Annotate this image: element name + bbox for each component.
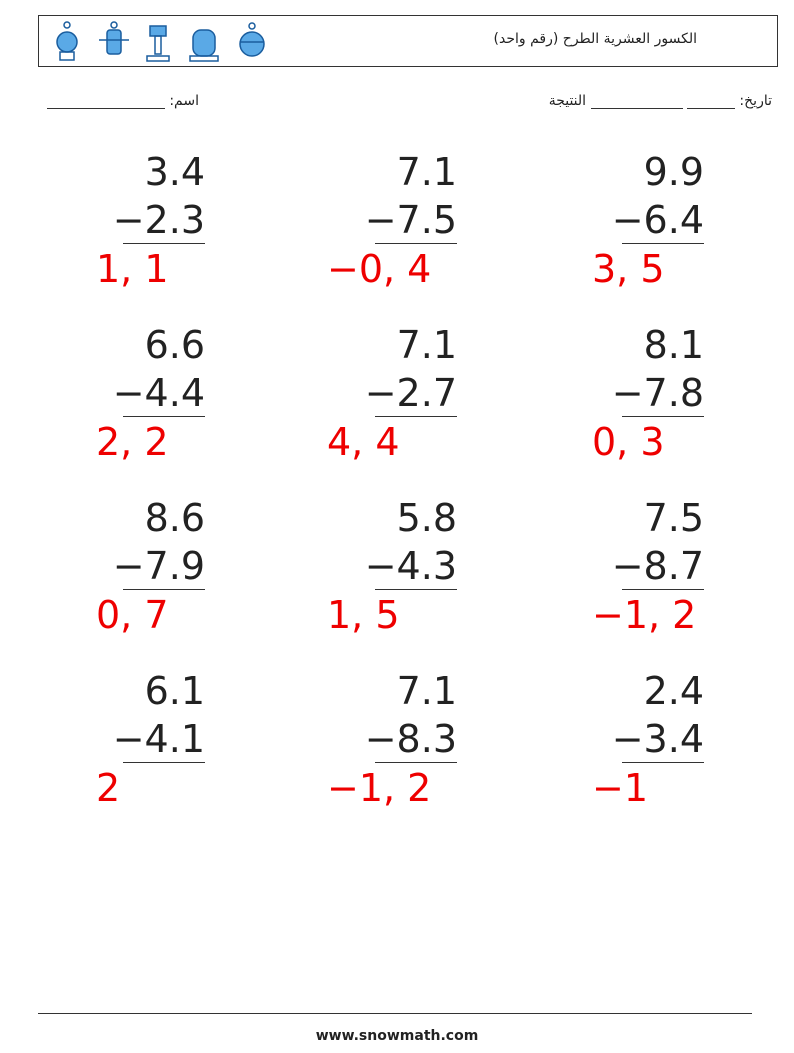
blank bbox=[590, 94, 683, 109]
footer-url: www.snowmath.com bbox=[315, 1028, 479, 1044]
subtrahend: −7.8 bbox=[611, 371, 704, 415]
subtrahend: −4.4 bbox=[112, 371, 205, 415]
subtrahend: −8.7 bbox=[611, 544, 704, 588]
answer-line bbox=[622, 243, 704, 244]
answer-line bbox=[123, 589, 205, 590]
answer-line bbox=[123, 416, 205, 417]
subtrahend: −4.3 bbox=[364, 544, 457, 588]
minuend: 6.1 bbox=[144, 669, 205, 713]
subtrahend: −6.4 bbox=[611, 198, 704, 242]
answer-line bbox=[622, 416, 704, 417]
answer-line bbox=[123, 762, 205, 763]
score-label: النتيجة bbox=[548, 93, 587, 109]
minuend: 8.6 bbox=[144, 496, 205, 540]
answer: −1, 2 bbox=[592, 593, 697, 637]
header: الكسور العشرية الطرح (رقم واحد) bbox=[38, 15, 778, 67]
answer: −1, 2 bbox=[327, 766, 432, 810]
blank bbox=[686, 94, 735, 109]
answer-line bbox=[622, 589, 704, 590]
date-label: تاريخ: bbox=[739, 93, 772, 109]
answer-line bbox=[375, 762, 457, 763]
minuend: 6.6 bbox=[144, 323, 205, 367]
answer-line bbox=[375, 243, 457, 244]
minuend: 7.5 bbox=[643, 496, 704, 540]
minuend: 7.1 bbox=[396, 669, 457, 713]
footer-rule bbox=[38, 1013, 752, 1014]
minuend: 5.8 bbox=[396, 496, 457, 540]
subtrahend: −2.3 bbox=[112, 198, 205, 242]
subtrahend: −3.4 bbox=[611, 717, 704, 761]
answer: 0, 7 bbox=[96, 593, 169, 637]
minuend: 9.9 bbox=[643, 150, 704, 194]
answer: 0, 3 bbox=[592, 420, 665, 464]
answer-line bbox=[123, 243, 205, 244]
answer: 2, 2 bbox=[96, 420, 169, 464]
answer: 1, 5 bbox=[327, 593, 400, 637]
minuend: 8.1 bbox=[643, 323, 704, 367]
date-score-field: تاريخ: النتيجة bbox=[549, 93, 772, 109]
answer: −0, 4 bbox=[327, 247, 432, 291]
answer-line bbox=[622, 762, 704, 763]
answer-line bbox=[375, 416, 457, 417]
answer: 1, 1 bbox=[96, 247, 169, 291]
subtrahend: −8.3 bbox=[364, 717, 457, 761]
name-field: اسم: bbox=[46, 93, 199, 109]
subtrahend: −4.1 bbox=[112, 717, 205, 761]
answer: 3, 5 bbox=[592, 247, 665, 291]
subtrahend: −2.7 bbox=[364, 371, 457, 415]
answer: −1 bbox=[592, 766, 649, 810]
minuend: 3.4 bbox=[144, 150, 205, 194]
answer: 4, 4 bbox=[327, 420, 400, 464]
answer: 2 bbox=[96, 766, 121, 810]
answer-line bbox=[375, 589, 457, 590]
robot-icons bbox=[56, 21, 265, 62]
subtrahend: −7.9 bbox=[112, 544, 205, 588]
title: الكسور العشرية الطرح (رقم واحد) bbox=[493, 31, 697, 47]
subtrahend: −7.5 bbox=[364, 198, 457, 242]
minuend: 2.4 bbox=[643, 669, 704, 713]
minuend: 7.1 bbox=[396, 150, 457, 194]
name-label: اسم: bbox=[169, 93, 199, 109]
minuend: 7.1 bbox=[396, 323, 457, 367]
blank bbox=[46, 94, 165, 109]
